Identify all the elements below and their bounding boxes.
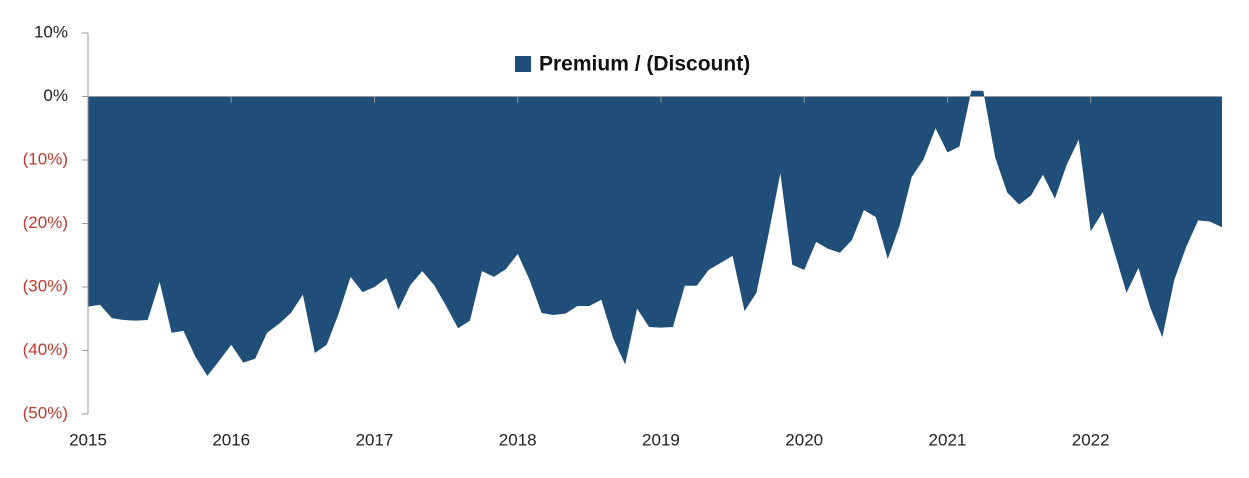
y-tick-label: 0%: [43, 86, 68, 105]
x-tick-label: 2019: [642, 430, 680, 449]
legend-swatch: [515, 56, 531, 72]
y-tick-label: (30%): [23, 276, 68, 295]
x-tick-label: 2020: [785, 430, 823, 449]
y-tick-label: (10%): [23, 149, 68, 168]
y-tick-label: 10%: [34, 22, 68, 41]
x-tick-label: 2021: [929, 430, 967, 449]
area: [88, 90, 1222, 376]
x-tick-label: 2022: [1072, 430, 1110, 449]
y-tick-label: (50%): [23, 403, 68, 422]
x-tick-label: 2016: [212, 430, 250, 449]
x-tick-label: 2017: [356, 430, 394, 449]
legend-label: Premium / (Discount): [539, 53, 750, 76]
x-tick-label: 2018: [499, 430, 537, 449]
y-tick-label: (20%): [23, 213, 68, 232]
y-tick-label: (40%): [23, 340, 68, 359]
x-tick-label: 2015: [69, 430, 107, 449]
